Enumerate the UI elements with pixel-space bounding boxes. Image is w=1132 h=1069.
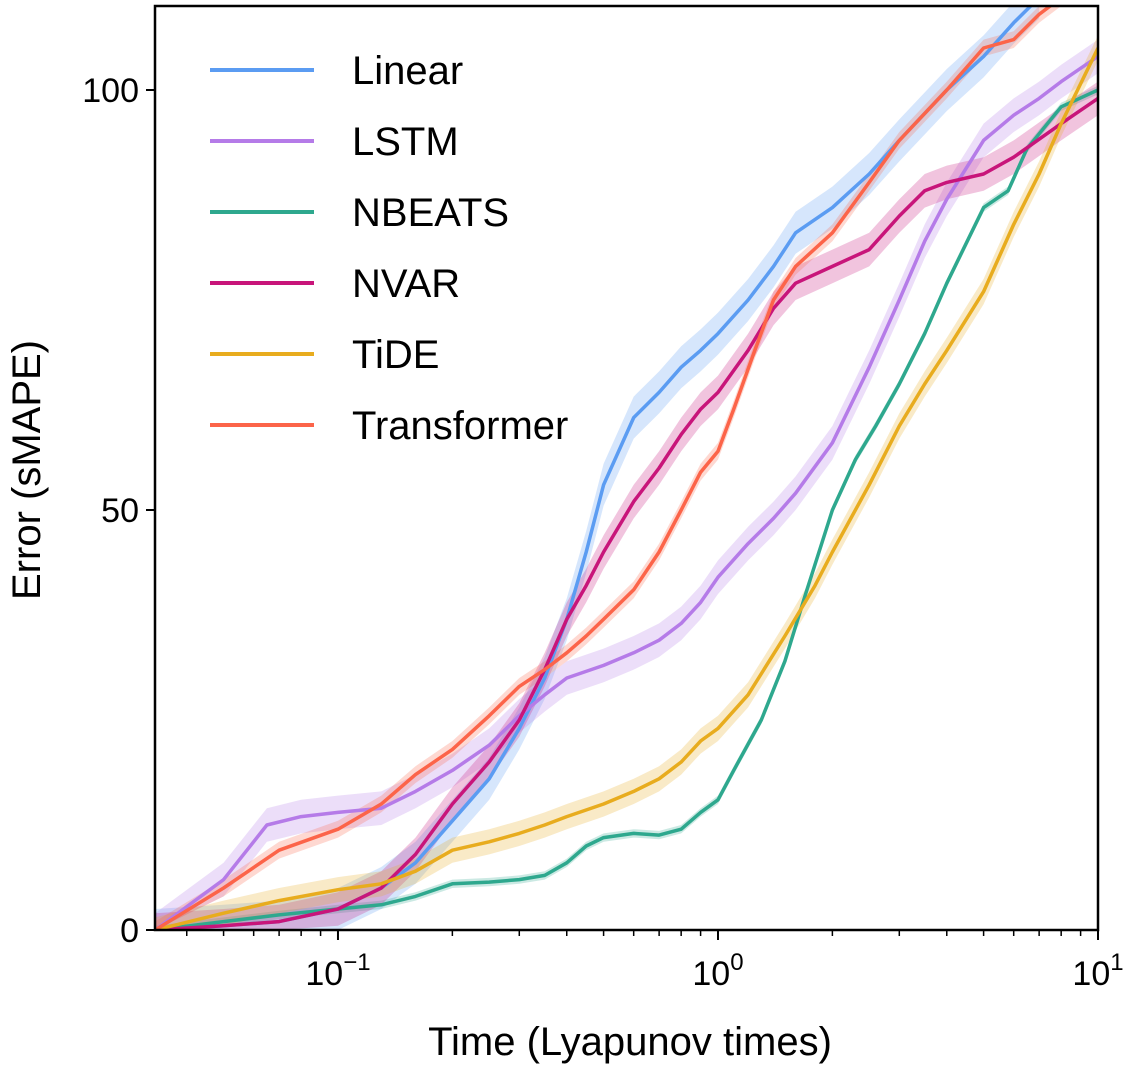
line-linear — [155, 6, 1034, 930]
legend: Linear LSTM NBEATS NVAR TiDE Transformer — [210, 49, 568, 448]
line-tide — [155, 47, 1098, 930]
y-tick-label: 0 — [120, 912, 139, 950]
y-tick-label: 100 — [82, 72, 139, 110]
confidence-bands — [155, 6, 1098, 930]
legend-label-transformer: Transformer — [352, 404, 568, 448]
line-nvar — [155, 96, 1098, 930]
legend-label-lstm: LSTM — [352, 120, 459, 164]
line-lstm — [155, 54, 1098, 930]
legend-label-nvar: NVAR — [352, 262, 460, 306]
x-tick-label: 100 — [692, 949, 743, 993]
y-axis-title: Error (sMAPE) — [5, 340, 49, 600]
x-axis-title: Time (Lyapunov times) — [428, 1020, 832, 1064]
y-tick-label: 50 — [101, 492, 139, 530]
series-lines — [155, 6, 1098, 930]
band-transformer — [155, 6, 1062, 930]
legend-label-tide: TiDE — [352, 333, 439, 377]
axes: 0 50 100 10−1 100 101 — [82, 4, 1124, 993]
legend-label-linear: Linear — [352, 49, 463, 93]
line-transformer — [155, 6, 1054, 930]
plot-frame — [153, 4, 1100, 932]
x-tick-label: 10−1 — [305, 949, 370, 993]
legend-label-nbeats: NBEATS — [352, 191, 509, 235]
line-nbeats — [155, 88, 1098, 930]
band-nvar — [155, 81, 1098, 930]
band-lstm — [155, 39, 1098, 930]
band-linear — [155, 6, 1040, 930]
x-tick-label: 101 — [1072, 949, 1123, 993]
